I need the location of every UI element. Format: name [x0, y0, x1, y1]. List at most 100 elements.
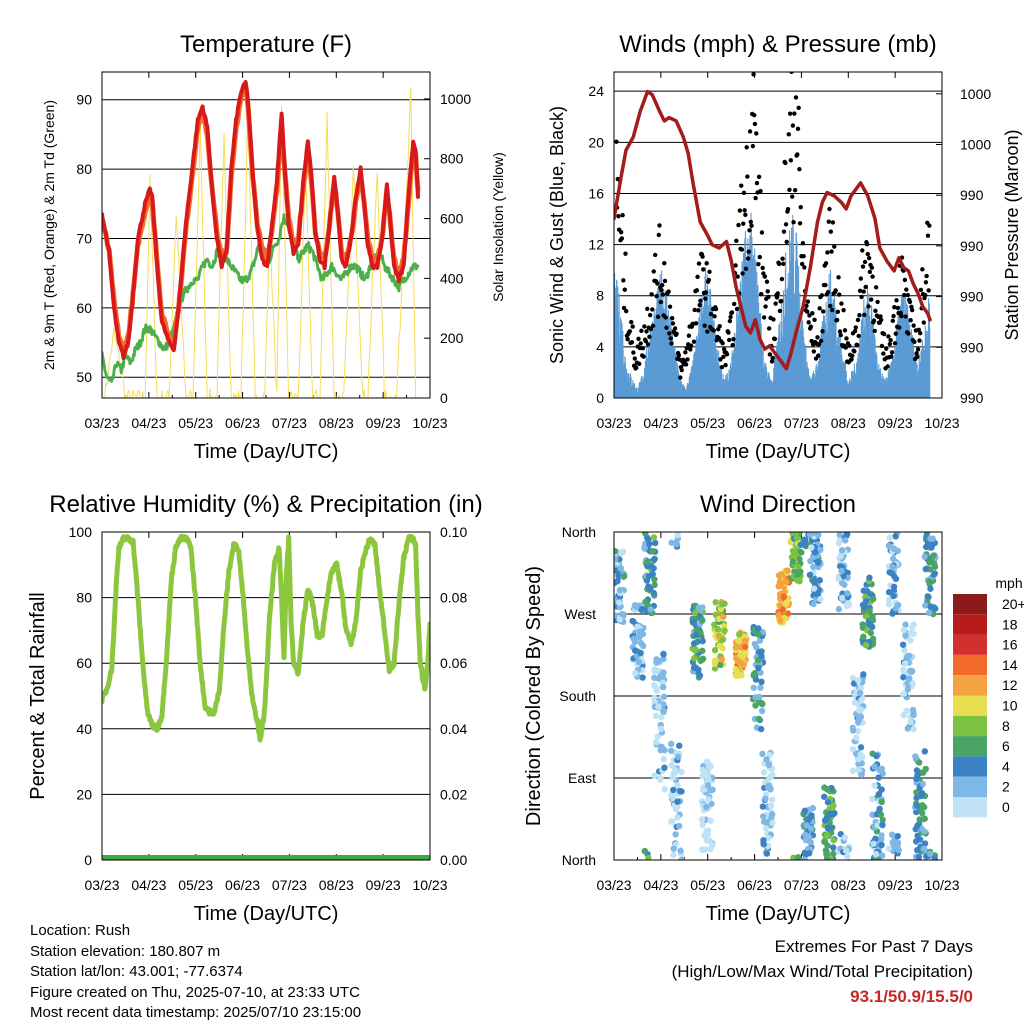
wind-direction-point — [817, 546, 824, 554]
gust-point — [649, 292, 654, 297]
gust-point — [696, 308, 701, 313]
gust-point — [663, 315, 668, 320]
wind-direction-point — [869, 595, 877, 603]
gust-point — [647, 334, 652, 339]
gust-point — [700, 254, 705, 259]
wind-direction-point — [892, 533, 899, 540]
gust-point — [758, 188, 763, 194]
wind-direction-point — [909, 706, 917, 714]
gust-point — [832, 244, 837, 249]
gust-point — [743, 212, 748, 217]
wind-direction-point — [879, 852, 886, 859]
gust-point — [627, 329, 633, 334]
gust-point — [837, 292, 842, 297]
wind-direction-point — [885, 845, 892, 852]
gust-point — [914, 351, 919, 356]
winds-title: Winds (mph) & Pressure (mb) — [619, 31, 936, 58]
gust-point — [779, 276, 785, 282]
wind-direction-point — [719, 636, 727, 643]
wind-direction-point — [930, 571, 938, 578]
gust-point — [643, 338, 649, 344]
wind-direction-point — [674, 532, 681, 539]
gust-point — [924, 273, 929, 279]
wind_direction-xlabel: Time (Day/UTC) — [706, 903, 851, 925]
wind-direction-point — [655, 703, 662, 710]
gust-point — [669, 315, 675, 321]
gust-point — [819, 293, 825, 298]
wind-direction-point — [813, 590, 820, 597]
wind-direction-point — [659, 683, 667, 691]
wind_direction-xtick-label: 05/23 — [690, 877, 725, 893]
wind-direction-point — [646, 540, 653, 548]
gust-point — [630, 324, 635, 329]
gust-point — [650, 323, 656, 329]
wind-direction-point — [924, 593, 931, 600]
wind-direction-point — [830, 850, 837, 857]
gust-point — [730, 342, 735, 348]
wind_direction-xtick-label: 08/23 — [831, 877, 866, 893]
wind-direction-point — [793, 534, 801, 542]
gust-point — [776, 261, 782, 267]
wind-direction-point — [867, 629, 875, 637]
wind-direction-point — [759, 803, 767, 810]
gust-point — [804, 303, 809, 309]
wind-direction-point — [906, 675, 913, 682]
wind_direction-xtick-label: 07/23 — [784, 877, 819, 893]
gust-point — [806, 320, 811, 325]
gust-point — [702, 323, 707, 328]
wind-direction-point — [860, 633, 867, 640]
winds-ylabel-right: Station Pressure (Maroon) — [1002, 129, 1022, 340]
gust-point — [903, 314, 908, 319]
wind-direction-point — [738, 672, 745, 679]
gust-point — [873, 285, 879, 290]
wind-direction-point — [634, 623, 641, 630]
gust-point — [645, 342, 651, 347]
wind-direction-point — [890, 583, 898, 591]
wind-direction-point — [762, 825, 770, 832]
gust-point — [726, 330, 731, 335]
wind-direction-point — [657, 725, 665, 733]
gust-point — [805, 299, 811, 304]
wind-direction-point — [768, 772, 776, 779]
gust-point — [861, 289, 866, 294]
gust-point — [656, 232, 661, 238]
wind-direction-point — [849, 727, 857, 734]
wind-direction-point — [794, 854, 802, 860]
gust-point — [766, 294, 771, 300]
gust-point — [793, 95, 799, 100]
gust-point — [829, 249, 834, 254]
wind-direction-point — [777, 617, 784, 624]
gust-point — [639, 328, 644, 334]
gust-point — [719, 364, 725, 370]
gust-point — [837, 329, 843, 334]
legend-swatch — [953, 695, 987, 716]
wind-direction-point — [674, 782, 681, 789]
wind-direction-point — [676, 742, 683, 749]
wind-direction-point — [675, 822, 683, 830]
gust-point — [647, 312, 653, 318]
wind-direction-point — [889, 610, 896, 617]
temperature-xtick-label: 06/23 — [225, 415, 260, 431]
wind-direction-point — [879, 821, 886, 828]
gust-point — [708, 311, 714, 317]
gust-point — [629, 319, 634, 325]
gust-point — [909, 307, 915, 313]
legend-title: mph — [995, 575, 1022, 591]
humidity-ytick-label: 100 — [69, 524, 93, 540]
wind-direction-point — [816, 576, 823, 584]
temperature-2m-line — [102, 80, 420, 361]
wind-direction-point — [791, 568, 798, 575]
wind-direction-point — [670, 851, 677, 859]
temperature-yright-label: 0 — [440, 390, 448, 406]
gust-point — [893, 331, 898, 336]
wind-direction-point — [913, 802, 921, 809]
humidity-yright-label: 0.02 — [440, 786, 467, 802]
gust-point — [698, 298, 703, 303]
gust-point — [736, 222, 741, 228]
gust-point — [621, 305, 627, 311]
wind-direction-point — [849, 674, 857, 682]
wind-direction-point — [614, 612, 619, 619]
wind-direction-point — [758, 652, 765, 660]
wind-direction-point — [616, 599, 623, 606]
wind-direction-point — [921, 553, 928, 560]
